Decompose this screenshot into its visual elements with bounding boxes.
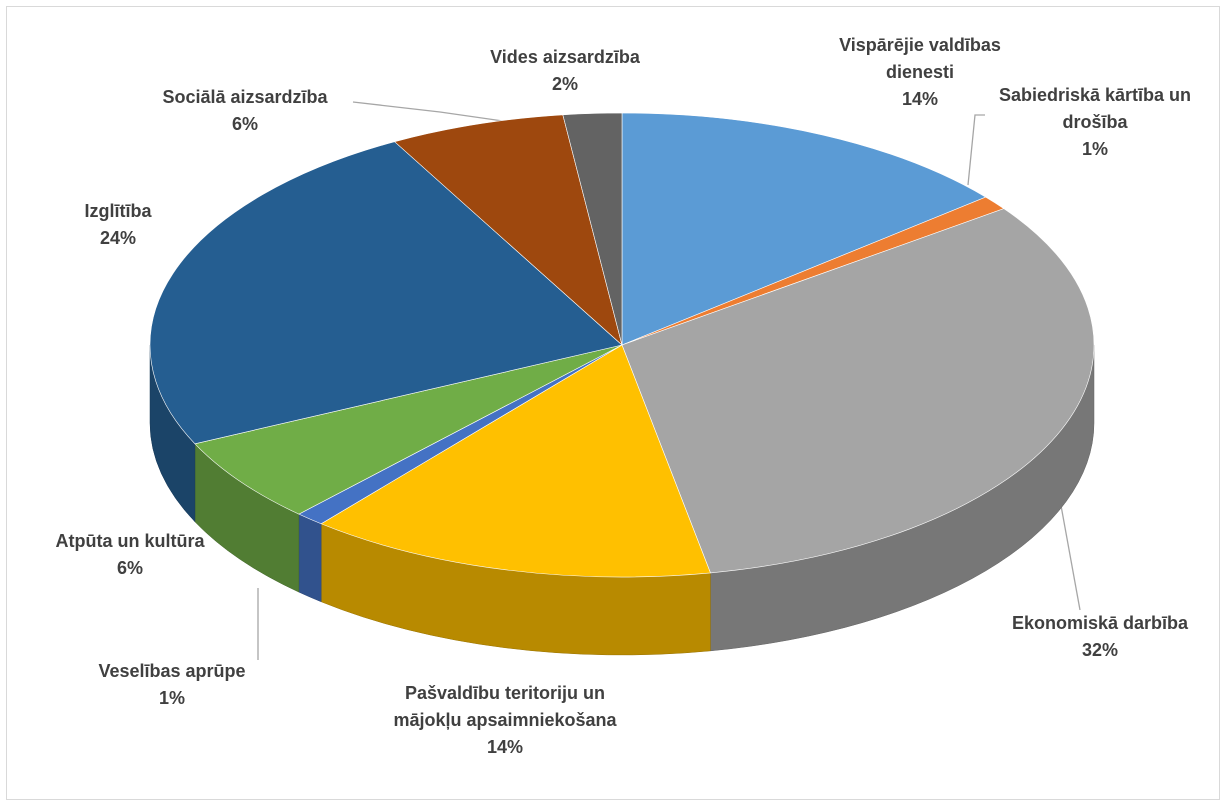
- chart-frame: [6, 6, 1220, 800]
- data-label: Ekonomiskā darbība 32%: [980, 610, 1220, 664]
- data-label: Izglītība 24%: [58, 198, 178, 252]
- pie-slice: [393, 114, 623, 346]
- data-label: Sociālā aizsardzība 6%: [125, 84, 365, 138]
- value-label: 24%: [99, 228, 137, 248]
- value-label: 1%: [1081, 139, 1108, 159]
- pie-slice: [562, 112, 623, 346]
- category-label: Sabiedriskā kārtība un drošība: [998, 85, 1192, 132]
- value-label: 6%: [231, 114, 258, 134]
- category-label: Atpūta un kultūra: [55, 531, 205, 551]
- category-label: Ekonomiskā darbība: [1011, 613, 1189, 633]
- leader-line: [1059, 499, 1081, 611]
- value-label: 14%: [901, 89, 939, 109]
- category-label: Sociālā aizsardzība: [162, 87, 328, 107]
- pie-slice: [320, 344, 711, 578]
- pie-slice: [194, 344, 623, 515]
- pie-tops: [149, 112, 1095, 578]
- category-label: Veselības aprūpe: [98, 661, 246, 681]
- data-label: Vispārējie valdības dienesti 14%: [805, 32, 1035, 113]
- leader-line: [967, 114, 985, 186]
- category-label: Vides aizsardzība: [490, 47, 640, 67]
- data-label: Vides aizsardzība 2%: [450, 44, 680, 98]
- leader-line: [352, 101, 511, 123]
- pie-slice: [621, 208, 1095, 574]
- category-label: Pašvaldību teritoriju un mājokļu apsaimn…: [393, 683, 617, 730]
- data-label: Sabiedriskā kārtība un drošība 1%: [985, 82, 1205, 163]
- category-label: Izglītība: [84, 201, 152, 221]
- data-label: Pašvaldību teritoriju un mājokļu apsaimn…: [385, 680, 625, 761]
- value-label: 2%: [551, 74, 578, 94]
- data-label: Atpūta un kultūra 6%: [10, 528, 250, 582]
- pie-side: [298, 513, 322, 603]
- category-label: Vispārējie valdības dienesti: [839, 35, 1001, 82]
- pie-sides: [149, 344, 1095, 656]
- value-label: 1%: [158, 688, 185, 708]
- value-label: 6%: [116, 558, 143, 578]
- data-label: Veselības aprūpe 1%: [62, 658, 282, 712]
- pie-slice: [621, 112, 987, 346]
- value-label: 14%: [486, 737, 524, 757]
- leader-lines: [257, 101, 1081, 660]
- value-label: 32%: [1081, 640, 1119, 660]
- pie-slice: [149, 141, 623, 445]
